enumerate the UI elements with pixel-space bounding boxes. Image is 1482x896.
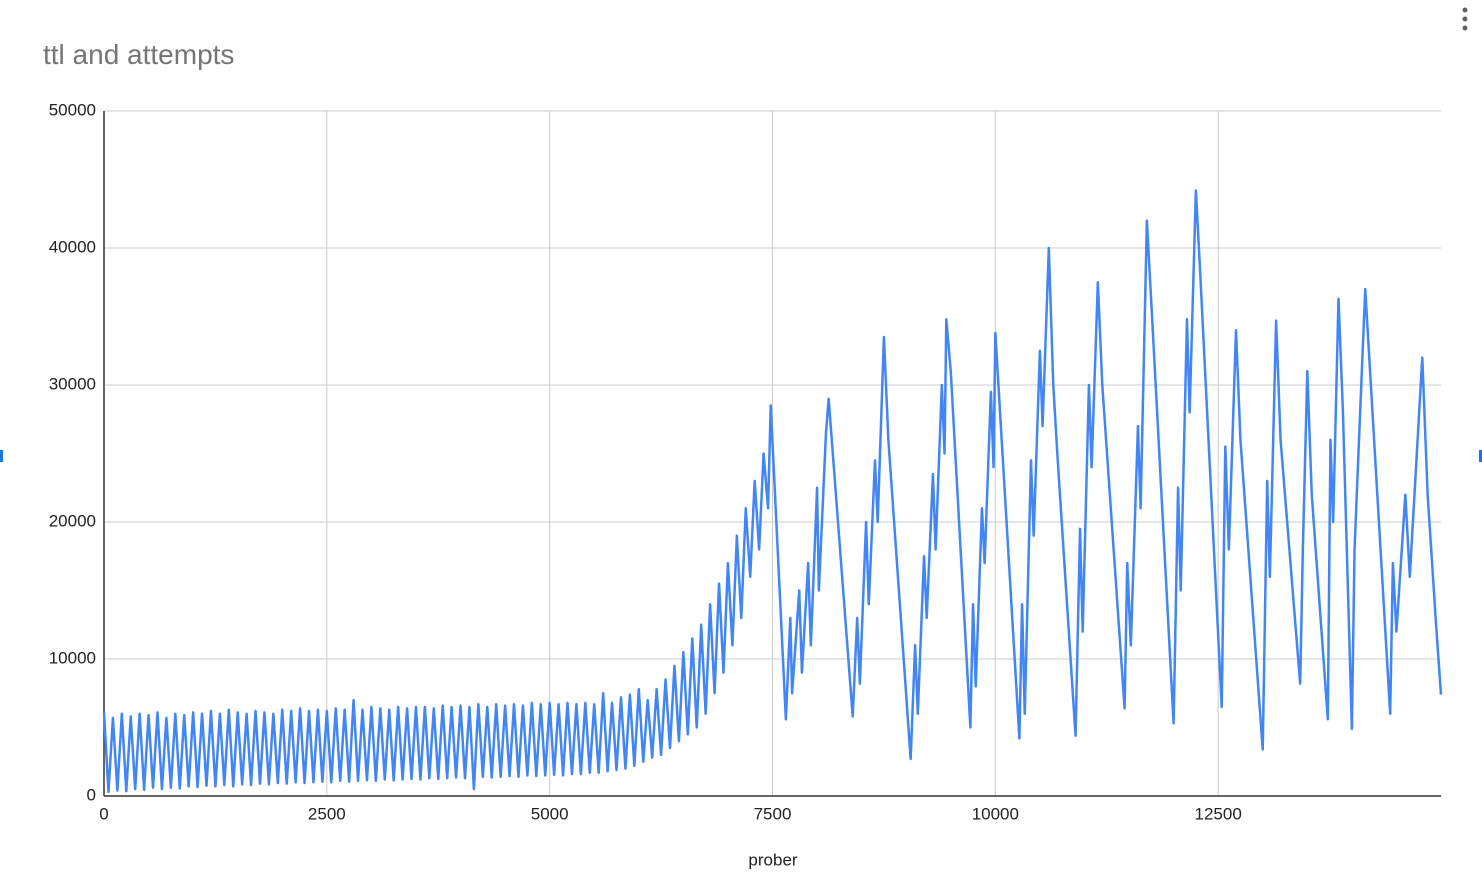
x-tick-label: 0 <box>99 804 108 823</box>
x-axis-label: prober <box>748 850 797 869</box>
y-tick-label: 30000 <box>49 374 96 393</box>
chart-title: ttl and attempts <box>43 39 234 70</box>
x-tick-label: 12500 <box>1195 804 1242 823</box>
menu-dot <box>1462 25 1468 31</box>
y-tick-label: 0 <box>87 785 96 804</box>
menu-dot <box>1462 7 1468 13</box>
menu-dot <box>1462 16 1468 22</box>
y-tick-label: 40000 <box>49 237 96 256</box>
resize-handle[interactable] <box>0 450 3 462</box>
x-tick-label: 5000 <box>531 804 569 823</box>
data-line <box>102 189 1443 794</box>
x-tick-label: 2500 <box>308 804 346 823</box>
y-tick-label: 50000 <box>49 100 96 119</box>
menu-icon[interactable] <box>1462 7 1468 31</box>
x-tick-label: 7500 <box>754 804 792 823</box>
y-tick-label: 20000 <box>49 511 96 530</box>
resize-handle[interactable] <box>1479 450 1482 462</box>
x-tick-label: 10000 <box>972 804 1019 823</box>
y-tick-label: 10000 <box>49 648 96 667</box>
